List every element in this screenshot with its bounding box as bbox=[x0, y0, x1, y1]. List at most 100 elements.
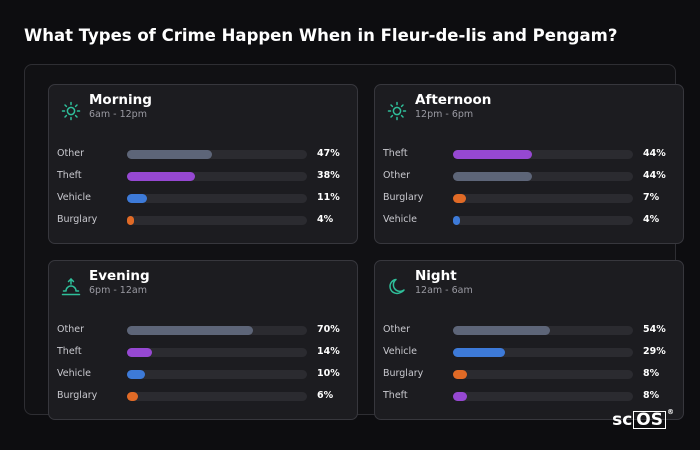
bar bbox=[127, 326, 253, 335]
card-title: Night bbox=[415, 268, 457, 284]
chart-card-afternoon: Afternoon 12pm - 6pm Theft 44% Other 44% Burgl… bbox=[374, 84, 684, 244]
category-label: Other bbox=[383, 324, 410, 335]
card-time-range: 12am - 6am bbox=[415, 285, 473, 296]
bar-track bbox=[127, 150, 307, 159]
bar bbox=[453, 326, 551, 335]
bar-track bbox=[453, 326, 633, 335]
chart-card-night: Night 12am - 6am Other 54% Vehicle 29% Burglar… bbox=[374, 260, 684, 420]
bar-row: Burglary 6% bbox=[57, 389, 347, 403]
bar bbox=[127, 150, 212, 159]
bar bbox=[453, 150, 533, 159]
value-label: 11% bbox=[317, 192, 340, 203]
bar-row: Burglary 8% bbox=[383, 367, 673, 381]
bar-row: Theft 14% bbox=[57, 345, 347, 359]
value-label: 7% bbox=[643, 192, 660, 203]
bar-track bbox=[453, 392, 633, 401]
bar bbox=[127, 370, 145, 379]
bar-track bbox=[127, 348, 307, 357]
category-label: Vehicle bbox=[383, 214, 417, 225]
bar bbox=[127, 216, 135, 225]
sunset-icon bbox=[61, 277, 81, 297]
bar-row: Vehicle 11% bbox=[57, 191, 347, 205]
value-label: 54% bbox=[643, 324, 666, 335]
category-label: Burglary bbox=[383, 368, 424, 379]
bar-track bbox=[453, 348, 633, 357]
bar-row: Other 47% bbox=[57, 147, 347, 161]
bar-track bbox=[127, 216, 307, 225]
bar-track bbox=[127, 392, 307, 401]
category-label: Vehicle bbox=[57, 368, 91, 379]
moon-icon bbox=[387, 277, 407, 297]
category-label: Vehicle bbox=[57, 192, 91, 203]
card-time-range: 6am - 12pm bbox=[89, 109, 147, 120]
bar-row: Burglary 7% bbox=[383, 191, 673, 205]
card-time-range: 6pm - 12am bbox=[89, 285, 147, 296]
value-label: 6% bbox=[317, 390, 334, 401]
bar-row: Other 54% bbox=[383, 323, 673, 337]
bar-row: Burglary 4% bbox=[57, 213, 347, 227]
value-label: 8% bbox=[643, 390, 660, 401]
bar-row: Theft 8% bbox=[383, 389, 673, 403]
value-label: 14% bbox=[317, 346, 340, 357]
bar-track bbox=[453, 370, 633, 379]
bar-row: Vehicle 29% bbox=[383, 345, 673, 359]
bar-track bbox=[453, 172, 633, 181]
card-time-range: 12pm - 6pm bbox=[415, 109, 474, 120]
logo-boxed-text: OS bbox=[633, 411, 666, 429]
category-label: Other bbox=[383, 170, 410, 181]
bar-track bbox=[453, 216, 633, 225]
value-label: 10% bbox=[317, 368, 340, 379]
bar bbox=[453, 216, 461, 225]
bar bbox=[453, 392, 468, 401]
category-label: Other bbox=[57, 324, 84, 335]
value-label: 29% bbox=[643, 346, 666, 357]
bar bbox=[453, 348, 506, 357]
bar-row: Other 44% bbox=[383, 169, 673, 183]
category-label: Theft bbox=[57, 170, 82, 181]
bar bbox=[127, 172, 196, 181]
bar bbox=[453, 370, 468, 379]
logo-registered-mark: ® bbox=[667, 408, 674, 416]
bar bbox=[453, 194, 466, 203]
value-label: 4% bbox=[317, 214, 334, 225]
bar-track bbox=[127, 172, 307, 181]
card-title: Morning bbox=[89, 92, 152, 108]
bar bbox=[127, 194, 147, 203]
bar-track bbox=[127, 326, 307, 335]
value-label: 44% bbox=[643, 148, 666, 159]
bar-row: Theft 44% bbox=[383, 147, 673, 161]
category-label: Vehicle bbox=[383, 346, 417, 357]
bar-row: Other 70% bbox=[57, 323, 347, 337]
value-label: 47% bbox=[317, 148, 340, 159]
bar-row: Vehicle 4% bbox=[383, 213, 673, 227]
value-label: 44% bbox=[643, 170, 666, 181]
sun-icon bbox=[387, 101, 407, 121]
bar bbox=[127, 392, 138, 401]
bar-track bbox=[453, 194, 633, 203]
chart-card-morning: Morning 6am - 12pm Other 47% Theft 38% Vehicle… bbox=[48, 84, 358, 244]
chart-card-evening: Evening 6pm - 12am Other 70% Theft 14% Vehicle… bbox=[48, 260, 358, 420]
bar-track bbox=[127, 370, 307, 379]
bar-track bbox=[127, 194, 307, 203]
value-label: 38% bbox=[317, 170, 340, 181]
logo-text: sc bbox=[612, 410, 633, 430]
bar-row: Theft 38% bbox=[57, 169, 347, 183]
page-title: What Types of Crime Happen When in Fleur… bbox=[24, 26, 618, 45]
category-label: Other bbox=[57, 148, 84, 159]
value-label: 8% bbox=[643, 368, 660, 379]
value-label: 4% bbox=[643, 214, 660, 225]
bar bbox=[453, 172, 533, 181]
sun-icon bbox=[61, 101, 81, 121]
category-label: Theft bbox=[383, 148, 408, 159]
bar-track bbox=[453, 150, 633, 159]
card-title: Evening bbox=[89, 268, 150, 284]
category-label: Burglary bbox=[57, 214, 98, 225]
scos-logo: sc OS ® bbox=[612, 408, 674, 430]
category-label: Theft bbox=[383, 390, 408, 401]
card-title: Afternoon bbox=[415, 92, 492, 108]
bar bbox=[127, 348, 153, 357]
category-label: Burglary bbox=[383, 192, 424, 203]
bar-row: Vehicle 10% bbox=[57, 367, 347, 381]
category-label: Theft bbox=[57, 346, 82, 357]
category-label: Burglary bbox=[57, 390, 98, 401]
